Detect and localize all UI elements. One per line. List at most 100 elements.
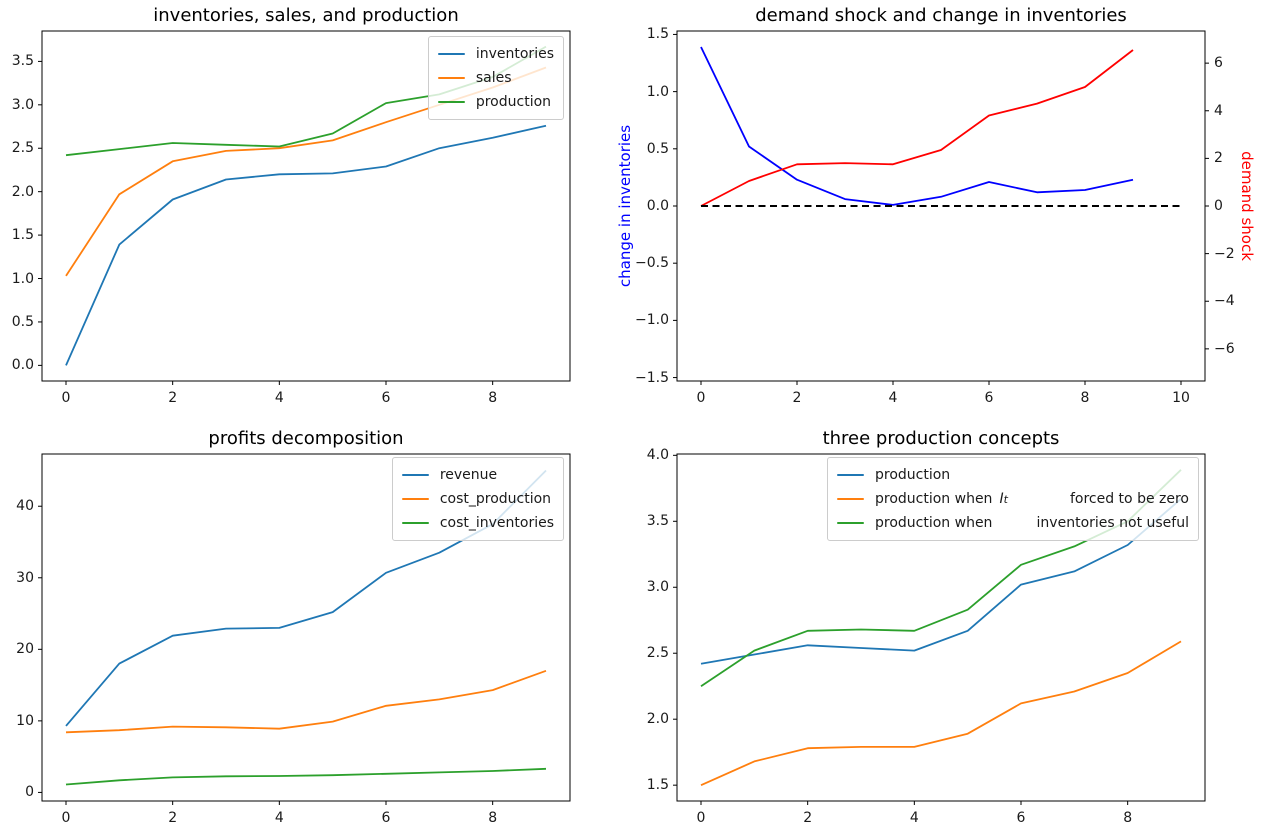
y-tick-label: 2.5 (646, 645, 669, 662)
x-tick-label: 0 (696, 810, 706, 826)
y-tick-label: 3.5 (646, 513, 669, 530)
y-tick-label: −1.5 (635, 369, 669, 386)
legend-entry: production (437, 90, 554, 114)
axes-frame (41, 453, 571, 802)
math-symbol-I: I (999, 491, 1004, 507)
y-tick-label: 0.0 (646, 198, 669, 214)
y-right-tick-label: 4 (1214, 102, 1223, 119)
y-tick-label: 1.5 (646, 26, 669, 43)
y-tick-label: 2.0 (11, 183, 34, 200)
x-tick-label: 2 (803, 810, 813, 826)
x-tick-label: 4 (888, 390, 898, 406)
x-tick-label: 4 (909, 810, 919, 826)
x-tick-label: 6 (1016, 810, 1026, 826)
y-right-tick-label: 0 (1214, 198, 1223, 214)
legend-line-sample-revenue (401, 473, 429, 477)
legend-label-production: production (475, 94, 552, 110)
title-three-production-concepts: three production concepts (822, 428, 1060, 449)
y-tick-label: 1.0 (11, 270, 34, 287)
x-tick-label: 8 (488, 390, 498, 406)
legend-label-part: production when (875, 515, 993, 531)
legend-entry: production (837, 463, 1189, 487)
series-line-production (700, 498, 1182, 665)
x-tick-label: 2 (168, 810, 178, 826)
legend-label-sales: sales (475, 70, 512, 86)
y-tick-label: 1.0 (646, 83, 669, 100)
x-tick-label: 4 (274, 390, 284, 406)
x-tick-label: 10 (1172, 390, 1190, 406)
y-right-tick-label: −6 (1214, 340, 1235, 357)
legend-line-sample-cost-production (401, 497, 429, 501)
legend-line-sample-production (837, 473, 864, 477)
x-tick-label: 0 (61, 390, 71, 406)
title-demand-shock-and-change-in-inventories: demand shock and change in inventories (755, 5, 1127, 26)
x-tick-label: 8 (1123, 810, 1133, 826)
legend-entry: cost_production (401, 487, 554, 511)
series-line-production-when-i-t-forced-to-be-zero (700, 640, 1182, 787)
legend-label-cost-production: cost_production (439, 491, 552, 507)
series-line-cost-inventories (65, 767, 547, 786)
y-tick-label: 4.0 (646, 447, 669, 464)
legend-profits-decomposition: revenue cost_production cost_inventories (391, 457, 564, 541)
legend-label-inventories: inventories (475, 46, 554, 62)
y-tick-label: −1.0 (635, 312, 669, 329)
y-tick-label: 2.0 (646, 711, 669, 728)
legend-label-production: production (875, 467, 951, 483)
legend-inventories-sales-production: inventories sales production (427, 36, 564, 120)
y-tick-label: 2.5 (11, 140, 34, 157)
y-tick-label: 0.0 (11, 357, 34, 374)
x-tick-label: 8 (488, 810, 498, 826)
x-tick-label: 2 (168, 390, 178, 406)
legend-label-revenue: revenue (439, 467, 498, 483)
legend-entry: inventories (437, 42, 554, 66)
legend-entry: sales (437, 66, 554, 90)
axes-frame (676, 30, 1206, 382)
y-tick-label: 0.5 (11, 313, 34, 330)
legend-line-sample-production (437, 100, 465, 104)
x-tick-label: 6 (381, 810, 391, 826)
y-tick-label: −0.5 (635, 255, 669, 272)
x-tick-label: 4 (274, 810, 284, 826)
legend-line-sample-sales (437, 76, 465, 80)
y-tick-label: 30 (16, 569, 34, 586)
y-tick-label: 3.0 (11, 96, 34, 113)
legend-line-sample-inventories (437, 52, 465, 56)
y-tick-label: 0.5 (646, 140, 669, 157)
y-right-tick-label: 2 (1214, 150, 1223, 167)
legend-entry: cost_inventories (401, 511, 554, 535)
series-line-demand-shock (700, 49, 1134, 207)
legend-entry: revenue (401, 463, 554, 487)
legend-line-sample-production-zero-inventories (837, 497, 864, 501)
x-tick-label: 6 (381, 390, 391, 406)
legend-label-part: inventories not useful (1036, 515, 1189, 531)
y-right-tick-label: −4 (1214, 293, 1235, 310)
axes-frame (676, 453, 1206, 802)
legend-entry: production when inventories not useful (837, 511, 1189, 535)
series-line-change-in-inventories (700, 46, 1134, 206)
math-subscript-t: t (1003, 492, 1008, 506)
x-tick-label: 2 (792, 390, 802, 406)
x-tick-label: 6 (984, 390, 994, 406)
series-line-cost-production (65, 669, 547, 734)
title-inventories-sales-production: inventories, sales, and production (153, 5, 459, 26)
y-tick-label: 0 (25, 784, 34, 801)
y-right-tick-label: −2 (1214, 245, 1235, 262)
y-tick-label: 3.5 (11, 53, 34, 70)
legend-line-sample-production-inventories-not-useful (837, 521, 864, 525)
y-tick-label: 1.5 (646, 777, 669, 794)
axes-frame (41, 30, 571, 382)
legend-line-sample-cost-inventories (401, 521, 429, 525)
legend-label-cost-inventories: cost_inventories (439, 515, 554, 531)
y-tick-label: 40 (16, 498, 34, 515)
legend-label-part: production when (875, 491, 993, 507)
legend-label-part: forced to be zero (1069, 491, 1189, 507)
y-tick-label: 3.0 (646, 579, 669, 596)
x-tick-label: 0 (61, 810, 71, 826)
x-tick-label: 8 (1080, 390, 1090, 406)
title-profits-decomposition: profits decomposition (208, 428, 404, 449)
x-tick-label: 0 (696, 390, 706, 406)
